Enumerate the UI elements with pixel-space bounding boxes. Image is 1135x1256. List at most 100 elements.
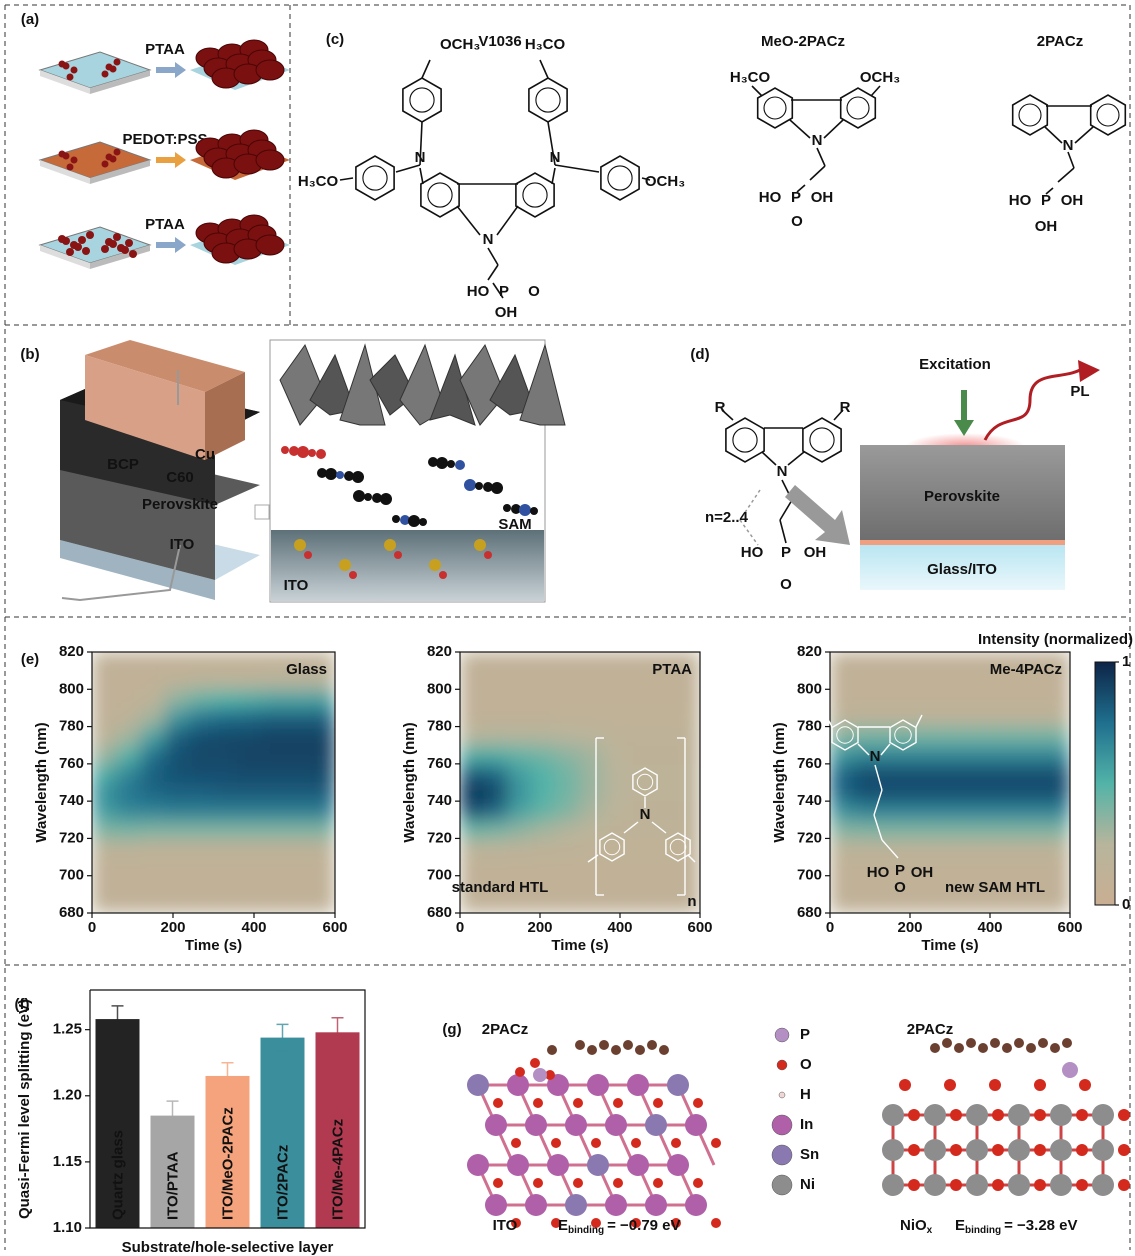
heat-cell bbox=[603, 763, 629, 783]
heat-cell bbox=[901, 800, 927, 821]
ring-inner bbox=[603, 838, 621, 856]
arrow bbox=[156, 152, 186, 168]
atom: P bbox=[791, 189, 801, 206]
heat-cell bbox=[507, 726, 533, 746]
heat-cell bbox=[901, 652, 927, 672]
in-atom bbox=[685, 1194, 707, 1216]
heat-cell bbox=[213, 875, 239, 895]
c-atom bbox=[599, 1040, 609, 1050]
heat-cell bbox=[1021, 726, 1047, 746]
heat-cell bbox=[188, 856, 214, 877]
heat-cell bbox=[973, 782, 999, 802]
arrow bbox=[156, 62, 186, 78]
heat-cell bbox=[261, 837, 287, 858]
heat-cell bbox=[1021, 893, 1047, 913]
atom-ball bbox=[281, 446, 289, 454]
heat-cell bbox=[213, 670, 239, 690]
c-atom bbox=[587, 1045, 597, 1055]
o-atom bbox=[1076, 1179, 1088, 1191]
heat-cell bbox=[949, 893, 975, 913]
heat-cell bbox=[973, 875, 999, 895]
heat-cell bbox=[830, 652, 855, 672]
symbol: E bbox=[955, 1217, 965, 1234]
ito-slab bbox=[271, 530, 544, 601]
heat-cell bbox=[213, 893, 239, 913]
c-atom bbox=[1014, 1038, 1024, 1048]
in-atom bbox=[645, 1114, 667, 1136]
heat-cell bbox=[213, 819, 239, 839]
heat-cell bbox=[627, 819, 653, 839]
in-atom bbox=[485, 1194, 507, 1216]
y-tick-label: 700 bbox=[59, 867, 84, 884]
inset-atom: OH bbox=[911, 864, 934, 881]
bond bbox=[547, 121, 556, 166]
heat-cell bbox=[115, 726, 142, 746]
heat-cell bbox=[579, 688, 605, 709]
heat-cell bbox=[1045, 763, 1070, 783]
heat-cell bbox=[830, 856, 855, 877]
heat-cell bbox=[92, 893, 117, 913]
heat-cell bbox=[651, 837, 677, 858]
heat-cell bbox=[555, 819, 581, 839]
excitation-label: Excitation bbox=[919, 356, 991, 373]
in-atom bbox=[645, 1194, 667, 1216]
heat-cell bbox=[140, 670, 166, 690]
heat-cell bbox=[949, 726, 975, 746]
in-atom bbox=[685, 1114, 707, 1136]
heat-cell bbox=[555, 744, 581, 765]
chart-title: PTAA bbox=[652, 661, 692, 678]
binding-energy: Ebinding = −0.79 eV bbox=[558, 1217, 681, 1236]
heat-cell bbox=[261, 800, 287, 821]
heat-cell bbox=[579, 670, 605, 690]
o-atom bbox=[631, 1218, 641, 1228]
bar-label: ITO/PTAA bbox=[164, 1151, 181, 1220]
heat-cell bbox=[579, 875, 605, 895]
inset-atom: N bbox=[640, 806, 651, 823]
heat-cell bbox=[164, 819, 190, 839]
heat-cell bbox=[1045, 707, 1070, 728]
heat-cell bbox=[261, 744, 287, 765]
o-atom bbox=[653, 1178, 663, 1188]
heat-cell bbox=[483, 744, 509, 765]
y-tick-label: 680 bbox=[797, 904, 822, 921]
heat-cell bbox=[877, 837, 903, 858]
o-atom bbox=[1076, 1109, 1088, 1121]
ni-atom bbox=[924, 1139, 946, 1161]
colorbar-tick-label: 0 bbox=[1122, 896, 1130, 913]
heat-cell bbox=[237, 819, 263, 839]
bar-label: ITO/MeO-2PACz bbox=[219, 1107, 236, 1220]
y-tick-label: 820 bbox=[797, 643, 822, 660]
heat-cell bbox=[877, 893, 903, 913]
o-atom bbox=[950, 1179, 962, 1191]
plot-frame bbox=[829, 651, 1071, 914]
heat-cell bbox=[164, 893, 190, 913]
o-atom bbox=[908, 1179, 920, 1191]
inset-atom: O bbox=[894, 879, 906, 896]
nucleus bbox=[101, 160, 109, 168]
legend-marker bbox=[778, 1091, 786, 1099]
p-atom bbox=[533, 1068, 547, 1082]
heat-cell bbox=[213, 800, 239, 821]
o-atom bbox=[950, 1109, 962, 1121]
heat-cell bbox=[1045, 688, 1070, 709]
heat-cell bbox=[261, 782, 287, 802]
heat-cell bbox=[901, 819, 927, 839]
heat-cell bbox=[1045, 726, 1070, 746]
c-atom bbox=[1038, 1038, 1048, 1048]
heat-cell bbox=[483, 652, 509, 672]
heat-cell bbox=[460, 763, 485, 783]
nucleus bbox=[70, 66, 78, 74]
bond bbox=[1067, 151, 1075, 169]
inset-bond bbox=[587, 854, 599, 863]
x-tick-label: 200 bbox=[527, 919, 552, 936]
wire bbox=[61, 370, 181, 602]
layer-label: C60 bbox=[166, 469, 194, 486]
inset-bond bbox=[880, 743, 891, 756]
in-atom bbox=[547, 1074, 569, 1096]
legend-label: In bbox=[800, 1116, 813, 1133]
heat-cell bbox=[310, 856, 335, 877]
heat-cell bbox=[140, 726, 166, 746]
x-tick-label: 200 bbox=[160, 919, 185, 936]
o-atom bbox=[545, 1070, 555, 1080]
layer-label: Glass/ITO bbox=[927, 561, 997, 578]
